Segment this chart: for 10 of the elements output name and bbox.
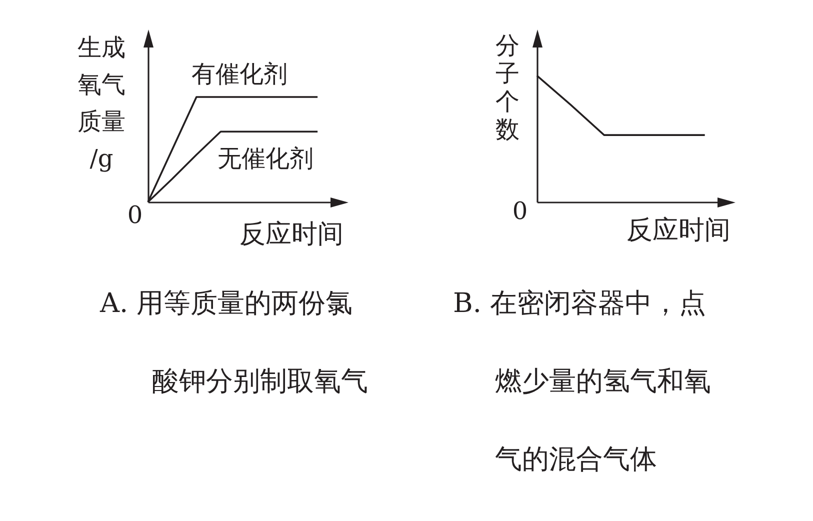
- y-axis-title: 分子个数: [495, 32, 520, 144]
- chart-title: B. 在密闭容器中，点燃少量的氢气和氧气的混合气体: [452, 288, 711, 476]
- chart-title: A. 用等质量的两份氯酸钾分别制取氧气: [100, 288, 368, 398]
- text: 0: [127, 201, 142, 230]
- y-axis-title: 生成氧气质量/g: [77, 34, 126, 173]
- series-label: 有催化剂: [191, 60, 288, 88]
- series-label: 无催化剂: [217, 144, 314, 173]
- text: 0: [512, 197, 528, 226]
- x-axis-title: 反应时间: [626, 216, 730, 246]
- x-axis-title: 反应时间: [239, 220, 344, 250]
